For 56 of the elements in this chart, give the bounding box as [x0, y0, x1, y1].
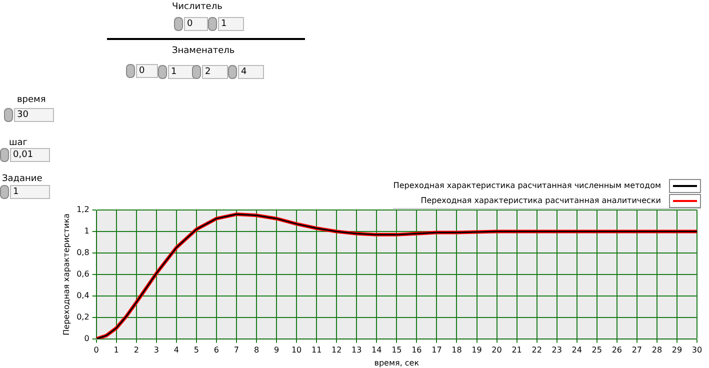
x-tick-label: 20 [492, 346, 502, 355]
x-tick-label: 12 [332, 346, 342, 355]
y-tick-label: 0,4 [76, 290, 90, 300]
y-tick-label: 1 [84, 226, 90, 236]
x-tick-label: 7 [234, 346, 240, 355]
text: 2 [202, 65, 228, 79]
x-tick-label: 27 [632, 346, 642, 355]
x-tick-label: 13 [352, 346, 362, 355]
x-axis-title: время, сек [374, 358, 420, 368]
x-tick-label: 26 [612, 346, 622, 355]
x-tick-label: 21 [512, 346, 522, 355]
y-tick-label: 0,8 [76, 248, 90, 258]
x-tick-label: 11 [311, 346, 322, 355]
x-tick-label: 1 [114, 346, 119, 355]
y-axis-title: Переходная характеристика [62, 213, 71, 336]
x-tick-label: 29 [672, 346, 682, 355]
x-tick-label: 24 [572, 346, 582, 355]
text: Знаменатель [172, 46, 235, 56]
text: время [17, 95, 46, 105]
text: 1 [10, 185, 50, 199]
x-tick-label: 15 [392, 346, 402, 355]
y-tick-label: 1,2 [76, 205, 90, 214]
x-tick-label: 5 [194, 346, 199, 355]
text: Числитель [172, 2, 222, 12]
x-tick-label: 28 [652, 346, 662, 355]
legend-label: Переходная характеристика расчитанная численным методом [393, 181, 661, 190]
text: Задание [2, 174, 42, 184]
legend-label: Переходная характеристика расчитанная аналитически [420, 196, 661, 205]
text: 0 [136, 64, 158, 78]
x-tick-label: 8 [254, 346, 260, 355]
x-tick-label: 2 [134, 346, 139, 355]
x-tick-label: 17 [432, 346, 442, 355]
x-tick-label: 6 [214, 346, 220, 355]
x-tick-label: 18 [452, 346, 462, 355]
x-tick-label: 19 [472, 346, 482, 355]
text: 30 [14, 108, 54, 122]
x-tick-label: 3 [154, 346, 159, 355]
text: 0 [184, 17, 208, 31]
x-tick-label: 10 [291, 346, 302, 355]
text: 4 [238, 65, 264, 79]
x-tick-label: 25 [592, 346, 602, 355]
x-tick-label: 16 [412, 346, 422, 355]
y-tick-label: 0 [84, 334, 90, 343]
x-tick-label: 14 [372, 346, 382, 355]
x-tick-label: 4 [174, 346, 179, 355]
text: 0,01 [10, 148, 50, 162]
x-tick-label: 0 [94, 346, 99, 355]
text: шаг [9, 138, 28, 148]
text: 1 [168, 65, 194, 79]
x-tick-label: 9 [274, 346, 280, 355]
x-tick-label: 23 [552, 346, 562, 355]
y-tick-label: 0,6 [76, 269, 90, 278]
text: 1 [218, 17, 244, 31]
x-tick-label: 30 [692, 346, 702, 355]
y-tick-label: 0,2 [76, 312, 90, 322]
x-tick-label: 22 [532, 346, 542, 355]
